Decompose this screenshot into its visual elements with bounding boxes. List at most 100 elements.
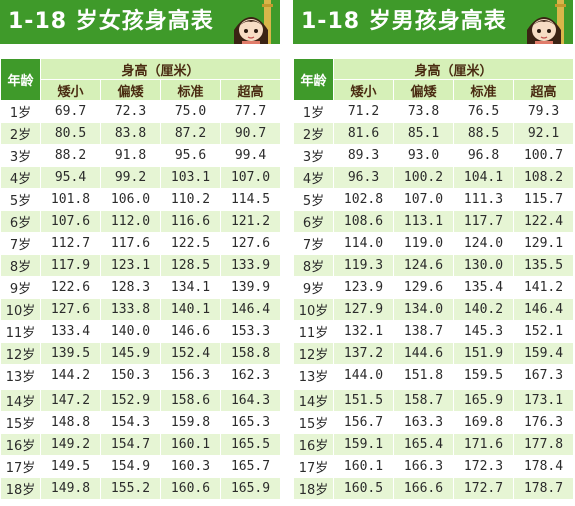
height-value-cell: 165.3 [219, 411, 282, 434]
height-value-cell: 158.8 [219, 342, 282, 365]
height-value-cell: 160.6 [160, 477, 221, 500]
height-value-cell: 122.5 [160, 232, 221, 255]
height-value-cell: 152.4 [160, 342, 221, 365]
height-value-cell: 146.4 [219, 298, 282, 321]
height-value-cell: 119.0 [393, 232, 454, 255]
height-value-cell: 165.9 [219, 477, 282, 500]
girls-table-title: 1-18 岁女孩身高表 [8, 9, 214, 34]
height-value-cell: 112.7 [40, 232, 101, 255]
height-value-cell: 87.2 [160, 122, 221, 145]
height-value-cell: 163.3 [393, 411, 454, 434]
height-value-cell: 111.3 [453, 188, 514, 211]
age-cell: 12岁 [293, 342, 334, 365]
height-value-cell: 91.8 [100, 144, 161, 167]
height-value-cell: 106.0 [100, 188, 161, 211]
girl-cartoon-icon [527, 0, 566, 44]
height-value-cell: 100.2 [393, 166, 454, 189]
height-value-cell: 151.8 [393, 364, 454, 389]
height-value-cell: 144.0 [333, 364, 394, 389]
table-row: 17岁 149.5 154.9 160.3 165.7 [0, 455, 282, 478]
height-value-cell: 178.4 [512, 455, 575, 478]
height-value-cell: 166.6 [393, 477, 454, 500]
age-cell: 7岁 [293, 232, 334, 255]
age-cell: 3岁 [0, 144, 41, 167]
table-row: 2岁 80.5 83.8 87.2 90.7 [0, 122, 282, 145]
height-value-cell: 151.5 [333, 386, 394, 412]
boys-height-table: 年龄 身高（厘米） 矮小 偏矮 标准 超高 1岁 71.2 73.8 76.5 79.3 2岁 81.… [293, 58, 575, 500]
table-row: 16岁 159.1 165.4 171.6 177.8 [293, 433, 575, 456]
height-value-cell: 83.8 [100, 122, 161, 145]
height-value-cell: 123.1 [100, 254, 161, 277]
height-value-cell: 135.4 [453, 276, 514, 299]
age-cell: 9岁 [0, 276, 41, 299]
height-value-cell: 137.2 [333, 342, 394, 365]
height-value-cell: 133.4 [40, 320, 101, 343]
table-row: 11岁 132.1 138.7 145.3 152.1 [293, 320, 575, 343]
height-value-cell: 107.0 [219, 166, 282, 189]
height-value-cell: 122.6 [40, 276, 101, 299]
height-value-cell: 134.1 [160, 276, 221, 299]
height-value-cell: 160.3 [160, 455, 221, 478]
height-value-cell: 176.3 [512, 411, 575, 434]
height-value-cell: 128.5 [160, 254, 221, 277]
height-value-cell: 140.0 [100, 320, 161, 343]
height-category-header: 矮小 [40, 79, 101, 101]
height-value-cell: 153.3 [219, 320, 282, 343]
height-value-cell: 121.2 [219, 210, 282, 233]
age-cell: 14岁 [0, 386, 41, 412]
table-row: 18岁 149.8 155.2 160.6 165.9 [0, 477, 282, 500]
height-value-cell: 115.7 [512, 188, 575, 211]
height-value-cell: 140.2 [453, 298, 514, 321]
height-value-cell: 123.9 [333, 276, 394, 299]
height-value-cell: 113.1 [393, 210, 454, 233]
height-value-cell: 99.2 [100, 166, 161, 189]
height-value-cell: 159.1 [333, 433, 394, 456]
age-cell: 1岁 [0, 100, 41, 123]
height-value-cell: 139.9 [219, 276, 282, 299]
height-value-cell: 148.8 [40, 411, 101, 434]
table-row: 12岁 139.5 145.9 152.4 158.8 [0, 342, 282, 365]
height-value-cell: 152.9 [100, 386, 161, 412]
height-value-cell: 135.5 [512, 254, 575, 277]
age-column-header: 年龄 [293, 58, 334, 101]
height-value-cell: 107.6 [40, 210, 101, 233]
height-value-cell: 140.1 [160, 298, 221, 321]
table-row: 6岁 107.6 112.0 116.6 121.2 [0, 210, 282, 233]
table-row: 8岁 119.3 124.6 130.0 135.5 [293, 254, 575, 277]
table-row: 5岁 102.8 107.0 111.3 115.7 [293, 188, 575, 211]
table-row: 18岁 160.5 166.6 172.7 178.7 [293, 477, 575, 500]
height-value-cell: 156.7 [333, 411, 394, 434]
height-value-cell: 141.2 [512, 276, 575, 299]
height-value-cell: 124.6 [393, 254, 454, 277]
age-cell: 11岁 [293, 320, 334, 343]
age-cell: 6岁 [0, 210, 41, 233]
age-cell: 17岁 [0, 455, 41, 478]
height-value-cell: 119.3 [333, 254, 394, 277]
height-value-cell: 160.5 [333, 477, 394, 500]
height-value-cell: 127.6 [40, 298, 101, 321]
height-value-cell: 149.8 [40, 477, 101, 500]
height-value-cell: 159.5 [453, 364, 514, 389]
table-row: 15岁 148.8 154.3 159.8 165.3 [0, 411, 282, 434]
height-value-cell: 173.1 [512, 386, 575, 412]
table-row: 13岁 144.0 151.8 159.5 167.3 [293, 364, 575, 389]
height-value-cell: 147.2 [40, 386, 101, 412]
age-cell: 8岁 [293, 254, 334, 277]
height-value-cell: 151.9 [453, 342, 514, 365]
age-cell: 17岁 [293, 455, 334, 478]
height-value-cell: 166.3 [393, 455, 454, 478]
age-cell: 3岁 [293, 144, 334, 167]
table-row: 1岁 71.2 73.8 76.5 79.3 [293, 100, 575, 123]
height-category-header: 偏矮 [393, 79, 454, 101]
age-cell: 18岁 [293, 477, 334, 500]
height-category-header: 矮小 [333, 79, 394, 101]
height-value-cell: 79.3 [512, 100, 575, 123]
height-value-cell: 145.3 [453, 320, 514, 343]
height-value-cell: 133.9 [219, 254, 282, 277]
height-value-cell: 114.5 [219, 188, 282, 211]
height-value-cell: 171.6 [453, 433, 514, 456]
height-category-header: 标准 [160, 79, 221, 101]
height-value-cell: 158.6 [160, 386, 221, 412]
height-value-cell: 150.3 [100, 364, 161, 389]
height-value-cell: 69.7 [40, 100, 101, 123]
